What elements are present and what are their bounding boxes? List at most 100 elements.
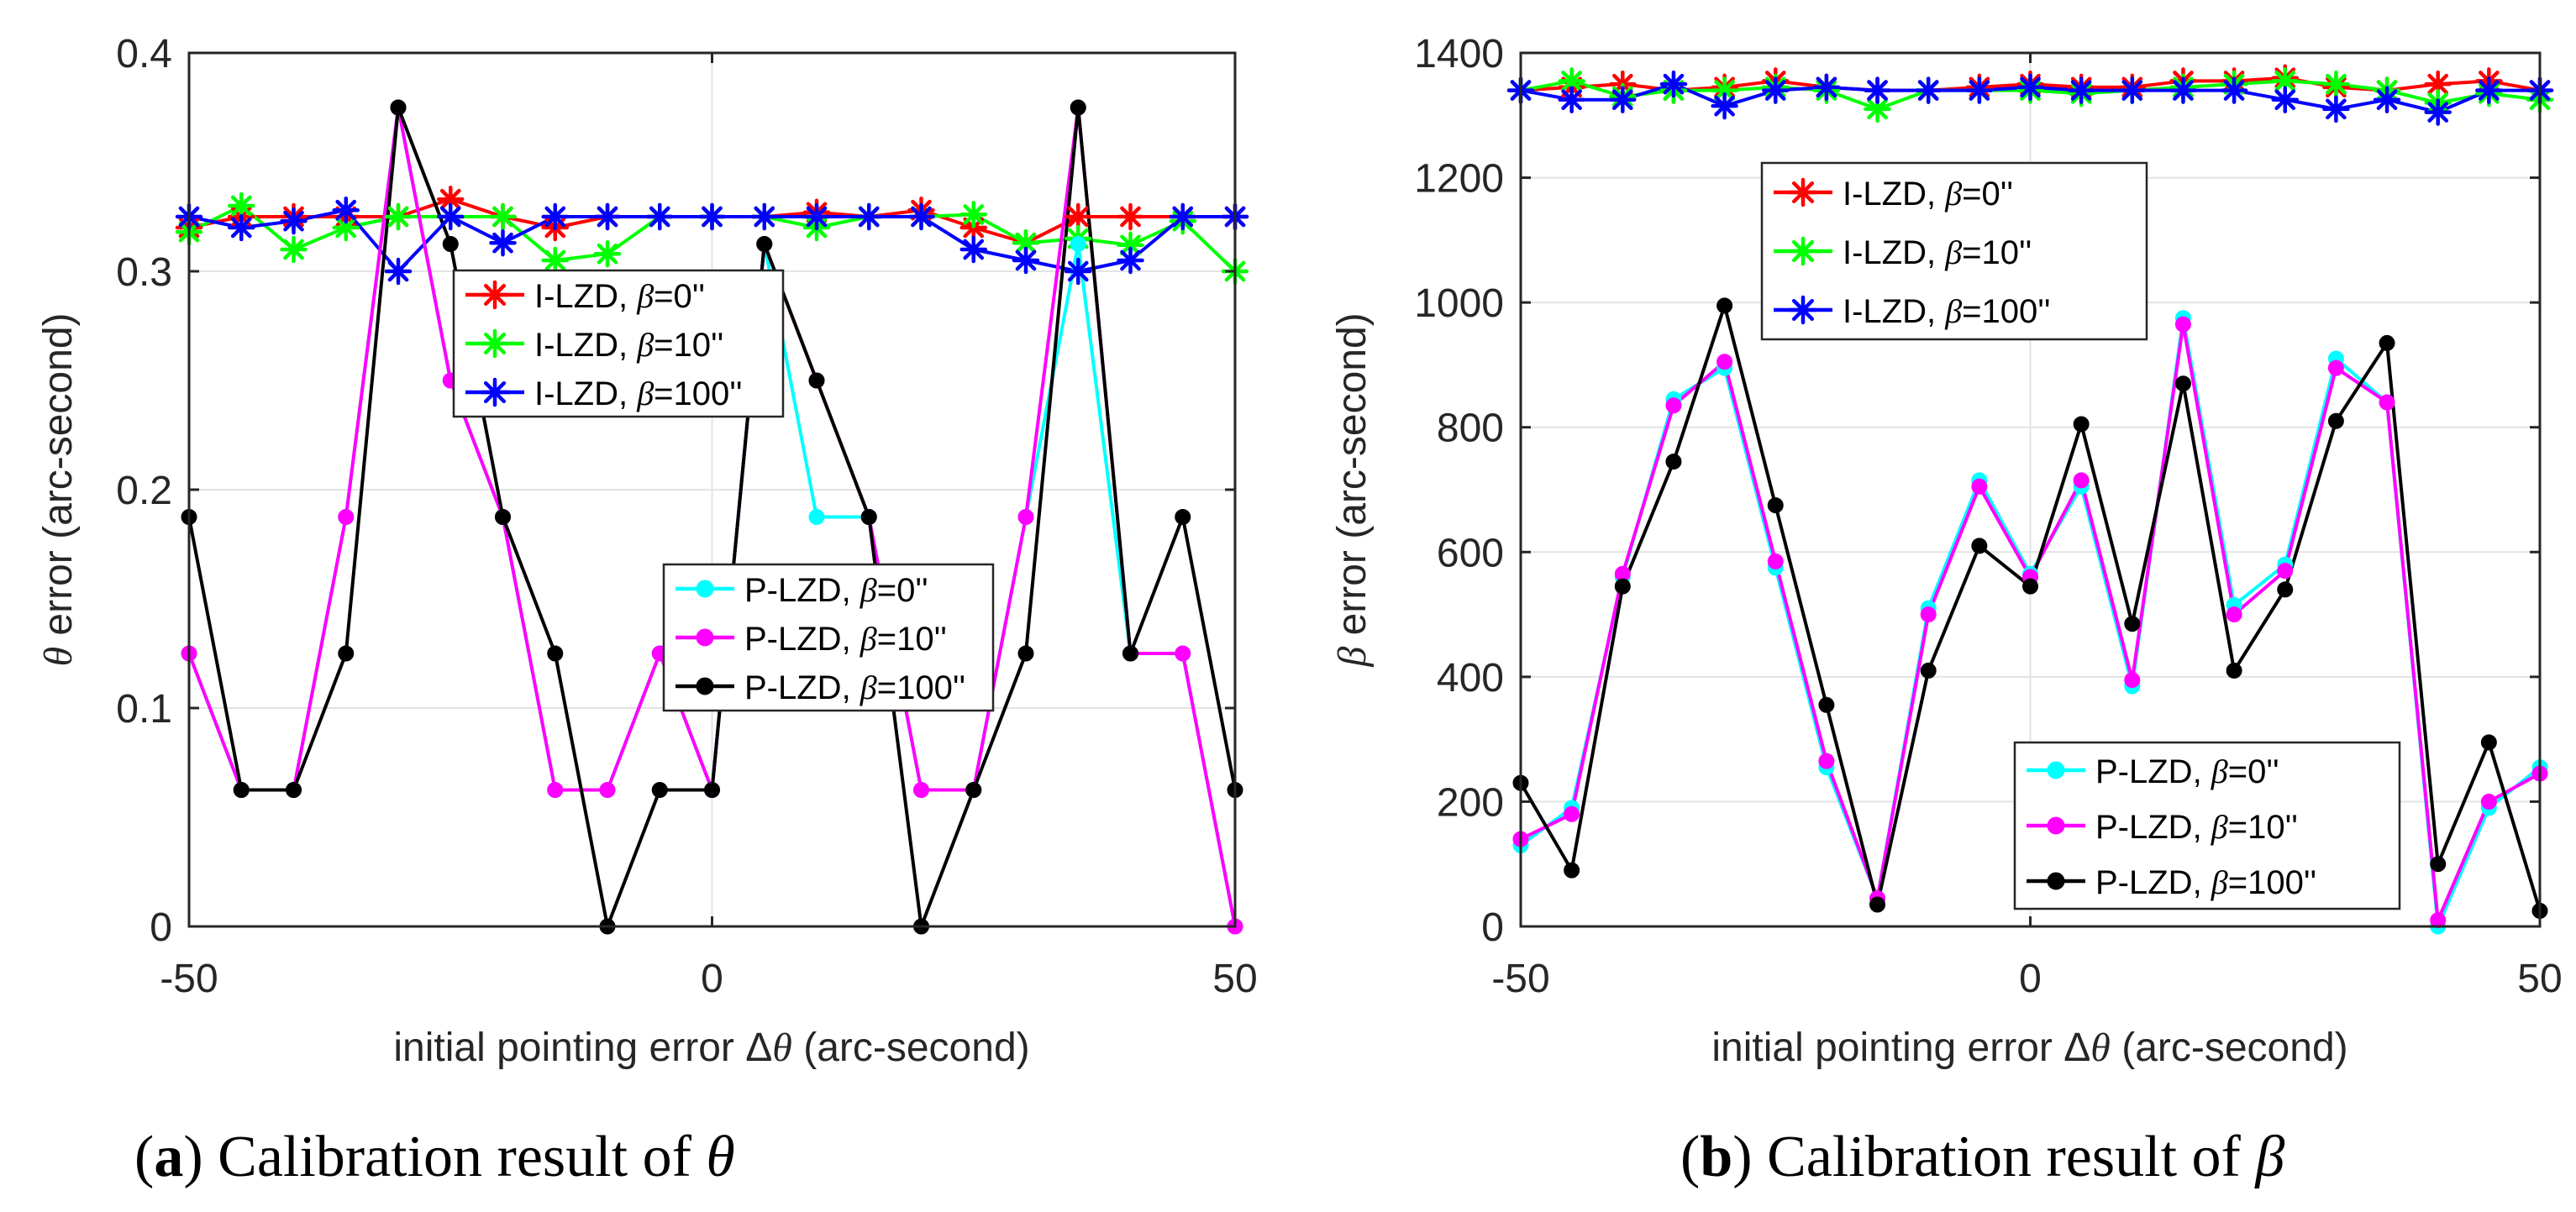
data-point-dot	[1017, 509, 1034, 525]
data-point-dot	[860, 509, 877, 525]
data-point-dot	[442, 236, 459, 252]
legend-entry-label: P-LZD, β=100''	[2095, 863, 2316, 901]
y-tick-label: 0.2	[116, 469, 172, 513]
data-point-dot	[286, 782, 302, 798]
data-point-dot	[1070, 236, 1086, 252]
data-point-dot	[338, 645, 355, 662]
legend-star-marker	[1788, 177, 1818, 207]
data-point-star	[2016, 73, 2044, 102]
legend-entry-label: P-LZD, β=0''	[744, 571, 928, 609]
data-point-star	[2424, 98, 2452, 126]
legend-i-lzd: I-LZD, β=0'' I-LZD, β=10'' I-LZD, β=100''	[452, 269, 785, 418]
data-point-star	[1065, 257, 1092, 286]
data-point-dot	[1971, 538, 1988, 554]
data-point-dot	[704, 782, 720, 798]
legend-dot-marker	[696, 628, 714, 647]
data-point-dot	[1017, 645, 1034, 662]
data-point-dot	[1716, 354, 1733, 370]
data-point-star	[384, 202, 413, 231]
data-point-star	[2067, 76, 2095, 104]
y-tick-label: 1000	[1414, 281, 1504, 326]
data-point-dot	[233, 782, 250, 798]
y-tick-label: 1200	[1414, 157, 1504, 202]
data-point-dot	[338, 509, 355, 525]
data-point-star	[750, 202, 778, 231]
data-point-star	[1012, 246, 1040, 275]
data-point-dot	[2124, 672, 2141, 689]
legend-entry-label: I-LZD, β=0''	[1843, 175, 2013, 212]
legend-star-marker	[480, 280, 510, 310]
data-point-dot	[2277, 563, 2294, 580]
data-point-star	[1659, 70, 1688, 98]
x-axis-label: initial pointing error Δθ (arc-second)	[393, 1026, 1029, 1070]
data-point-dot	[1971, 478, 1988, 495]
data-point-star	[280, 207, 308, 235]
data-point-star	[1117, 231, 1144, 260]
legend-entry-label: I-LZD, β=10''	[1843, 233, 2032, 271]
data-point-dot	[965, 782, 982, 798]
legend-entry-label: P-LZD, β=100''	[744, 669, 965, 706]
legend-dot-marker	[2047, 816, 2065, 835]
panel-caption: (a) Calibration result of θ	[134, 1125, 735, 1189]
legend-entry-label: I-LZD, β=10''	[534, 326, 723, 364]
y-tick-label: 400	[1437, 656, 1504, 700]
legend-entry-label: P-LZD, β=10''	[2095, 808, 2298, 846]
legend-entry-label: P-LZD, β=0''	[2095, 753, 2279, 790]
data-point-dot	[651, 782, 668, 798]
x-tick-label: 0	[2019, 957, 2042, 1001]
data-point-star	[1558, 67, 1585, 95]
data-point-dot	[2174, 316, 2191, 333]
data-point-star	[489, 202, 517, 231]
data-point-dot	[1564, 862, 1580, 879]
data-point-star	[1965, 76, 1994, 104]
data-point-dot	[2226, 606, 2242, 623]
data-point-star	[1169, 202, 1196, 231]
data-point-star	[332, 196, 360, 224]
panel-b: 0 200 400 600 800 1000 1200 1400 -50 0 50 β error …	[1330, 32, 2563, 1189]
legend-dot-marker	[2047, 872, 2065, 890]
data-point-dot	[2327, 359, 2344, 376]
y-tick-label: 1400	[1414, 32, 1504, 76]
data-point-star	[907, 202, 935, 231]
data-point-star	[698, 202, 726, 231]
data-point-star	[2118, 76, 2147, 104]
data-point-star	[2169, 76, 2197, 104]
data-point-star	[2475, 76, 2503, 104]
data-point-star	[1065, 202, 1092, 231]
data-point-dot	[1818, 696, 1835, 713]
data-point-star	[1864, 76, 1891, 104]
data-point-star	[489, 228, 517, 257]
y-tick-label: 0	[1481, 905, 1504, 950]
y-tick-label: 0.1	[116, 687, 172, 732]
data-point-dot	[1767, 553, 1784, 569]
data-point-star	[541, 246, 569, 275]
legend-entry-label: I-LZD, β=100''	[1843, 292, 2051, 330]
data-point-dot	[2430, 856, 2447, 873]
x-tick-label: -50	[1491, 957, 1549, 1001]
data-point-star	[2271, 86, 2299, 113]
legend-p-lzd: P-LZD, β=0'' P-LZD, β=10'' P-LZD, β=100''	[662, 563, 995, 712]
data-point-dot	[808, 509, 825, 525]
data-point-dot	[390, 99, 407, 116]
panel-a: 0 0.1 0.2 0.3 0.4 -50 0 50 θ error (arc-second)…	[36, 32, 1258, 1189]
y-tick-label: 600	[1437, 531, 1504, 575]
data-point-star	[228, 213, 255, 242]
legend-p-lzd: P-LZD, β=0'' P-LZD, β=10'' P-LZD, β=100''	[2013, 741, 2401, 910]
legend-entry-label: P-LZD, β=10''	[744, 620, 947, 658]
data-point-star	[802, 202, 831, 231]
legend-star-marker	[1788, 295, 1818, 325]
data-point-star	[1558, 86, 1585, 113]
data-point-star	[332, 213, 360, 242]
data-point-dot	[2174, 375, 2191, 392]
data-point-dot	[808, 372, 825, 389]
legend-dot-marker	[696, 580, 714, 598]
data-point-dot	[2480, 793, 2497, 810]
data-point-star	[1762, 76, 1790, 104]
data-point-star	[2322, 70, 2350, 98]
data-point-star	[384, 257, 413, 286]
data-point-dot	[1869, 896, 1886, 913]
data-point-star	[437, 202, 465, 231]
y-tick-label: 200	[1437, 780, 1504, 825]
legend-entry-label: I-LZD, β=100''	[534, 375, 743, 412]
legend-star-marker	[480, 377, 510, 407]
